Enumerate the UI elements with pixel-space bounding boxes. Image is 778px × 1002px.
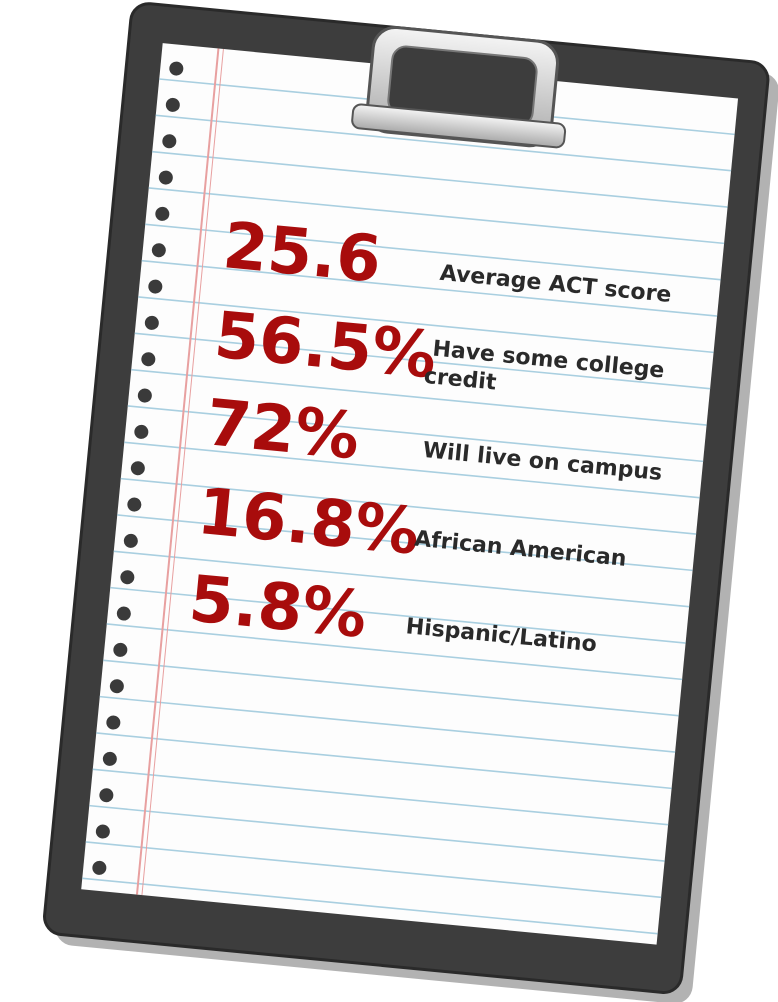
page: 25.6Average ACT score56.5%Have some coll…	[0, 0, 778, 1002]
clipboard-infographic: 25.6Average ACT score56.5%Have some coll…	[0, 0, 778, 1002]
stat-value: 72%	[203, 386, 363, 474]
stat-value: 25.6	[220, 209, 384, 298]
clip	[351, 24, 573, 149]
paper	[81, 43, 738, 944]
